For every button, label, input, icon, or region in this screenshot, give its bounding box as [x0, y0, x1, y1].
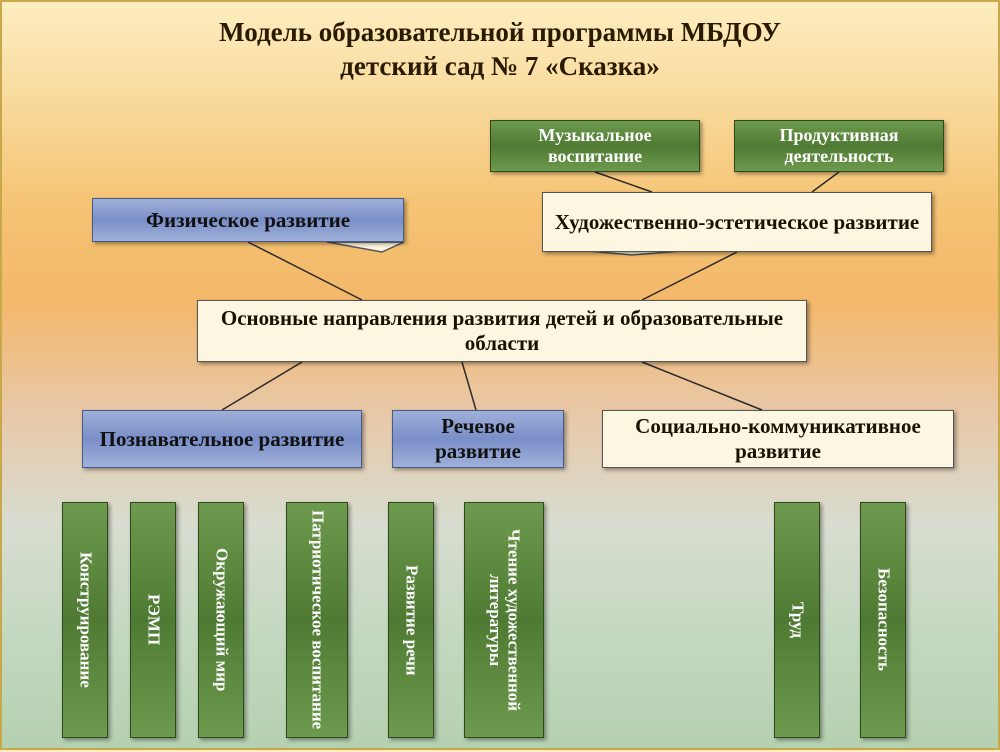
- vnode-construct: Конструирование: [62, 502, 108, 738]
- vnode-remp: РЭМП: [130, 502, 176, 738]
- node-cognitive: Познавательное развитие: [82, 410, 362, 468]
- page-title: Модель образовательной программы МБДОУ д…: [2, 2, 998, 88]
- node-music: Музыкальное воспитание: [490, 120, 700, 172]
- vnode-speechdev: Развитие речи: [388, 502, 434, 738]
- node-speech: Речевое развитие: [392, 410, 564, 468]
- vnode-reading: Чтение художественной литературы: [464, 502, 544, 738]
- title-line-2: детский сад № 7 «Сказка»: [42, 50, 958, 84]
- title-line-1: Модель образовательной программы МБДОУ: [42, 16, 958, 50]
- node-artistic: Художественно-эстетическое развитие: [542, 192, 932, 252]
- node-productive: Продуктивная деятельность: [734, 120, 944, 172]
- node-physical: Физическое развитие: [92, 198, 404, 242]
- node-social: Социально-коммуникативное развитие: [602, 410, 954, 468]
- vnode-patriot: Патриотическое воспитание: [286, 502, 348, 738]
- vnode-world: Окружающий мир: [198, 502, 244, 738]
- vnode-labor: Труд: [774, 502, 820, 738]
- node-center: Основные направления развития детей и об…: [197, 300, 807, 362]
- vnode-safety: Безопасность: [860, 502, 906, 738]
